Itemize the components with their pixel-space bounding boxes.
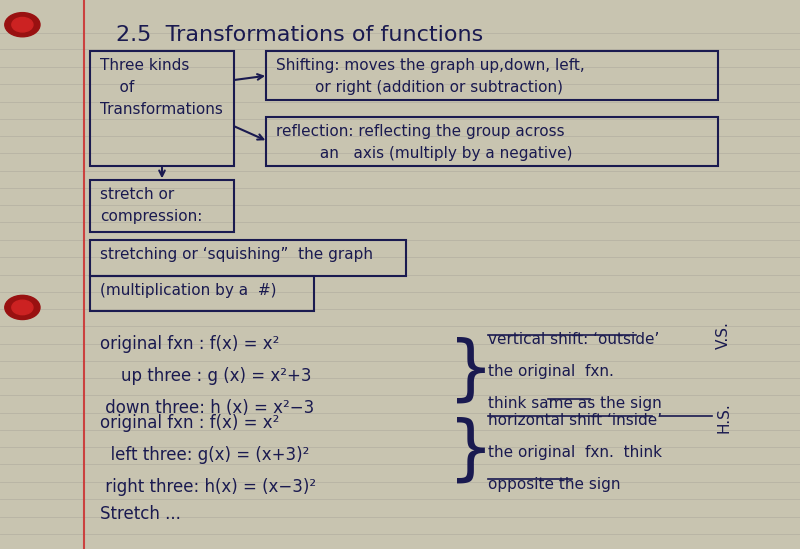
Circle shape bbox=[12, 18, 33, 32]
Circle shape bbox=[5, 295, 40, 320]
Text: vertical shift: ‘outside’: vertical shift: ‘outside’ bbox=[488, 332, 659, 347]
Text: down three: h (x) = x²−3: down three: h (x) = x²−3 bbox=[100, 399, 314, 417]
Text: Stretch ...: Stretch ... bbox=[100, 505, 181, 523]
Text: the original  fxn.: the original fxn. bbox=[488, 364, 614, 379]
Text: stretching or ‘squishing”  the graph: stretching or ‘squishing” the graph bbox=[100, 247, 373, 262]
Text: up three : g (x) = x²+3: up three : g (x) = x²+3 bbox=[100, 367, 311, 385]
Text: original fxn : f(x) = x²: original fxn : f(x) = x² bbox=[100, 414, 279, 433]
Text: stretch or
compression:: stretch or compression: bbox=[100, 187, 202, 224]
Text: V.S.: V.S. bbox=[716, 321, 731, 349]
Text: horizontal shift ‘inside’: horizontal shift ‘inside’ bbox=[488, 413, 662, 428]
Text: Shifting: moves the graph up,down, left,
        or right (addition or subtracti: Shifting: moves the graph up,down, left,… bbox=[276, 58, 585, 95]
Text: the original  fxn.  think: the original fxn. think bbox=[488, 445, 662, 460]
Text: (multiplication by a  #): (multiplication by a #) bbox=[100, 283, 277, 298]
Text: Three kinds
    of
Transformations: Three kinds of Transformations bbox=[100, 58, 223, 117]
Text: reflection: reflecting the group across
         an   axis (multiply by a negati: reflection: reflecting the group across … bbox=[276, 124, 573, 161]
Text: original fxn : f(x) = x²: original fxn : f(x) = x² bbox=[100, 335, 279, 353]
Text: }: } bbox=[448, 336, 494, 405]
Circle shape bbox=[5, 13, 40, 37]
Text: left three: g(x) = (x+3)²: left three: g(x) = (x+3)² bbox=[100, 446, 310, 464]
Circle shape bbox=[12, 300, 33, 315]
Text: 2.5  Transformations of functions: 2.5 Transformations of functions bbox=[116, 25, 483, 44]
Text: }: } bbox=[448, 417, 494, 486]
Text: H.S.: H.S. bbox=[716, 402, 731, 433]
Text: right three: h(x) = (x−3)²: right three: h(x) = (x−3)² bbox=[100, 478, 316, 496]
Text: think same as the sign: think same as the sign bbox=[488, 396, 662, 411]
Text: opposite the sign: opposite the sign bbox=[488, 477, 621, 491]
